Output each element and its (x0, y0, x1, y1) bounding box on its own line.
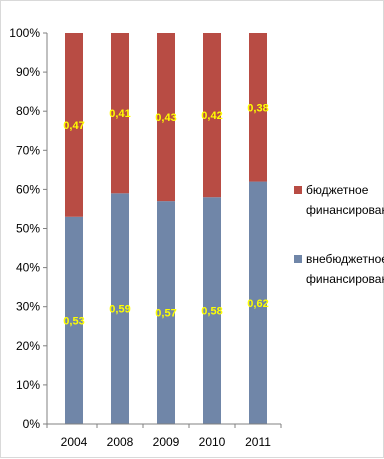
y-tick-label: 50% (16, 222, 40, 236)
bar-segment (157, 33, 175, 202)
y-tick-label: 60% (16, 182, 40, 196)
x-tick-label: 2004 (61, 435, 88, 449)
data-label: 0,57 (155, 308, 176, 320)
x-tick-label: 2010 (199, 435, 226, 449)
x-axis: 2004 2008 2009 2010 2011 (46, 423, 282, 449)
legend-label-line1: внебюджетное (306, 252, 384, 266)
legend: бюджетное финансирование внебюджетное финан… (294, 183, 384, 286)
y-tick-label: 30% (16, 300, 40, 314)
data-label: 0,59 (109, 304, 130, 316)
bar-segment (111, 33, 129, 194)
x-tick-label: 2008 (107, 435, 134, 449)
data-label: 0,58 (201, 306, 222, 318)
y-tick-label: 100% (9, 26, 40, 40)
data-label: 0,43 (155, 112, 176, 124)
data-label: 0,47 (63, 120, 84, 132)
bar-segment (249, 181, 267, 424)
legend-item: бюджетное финансирование (294, 183, 384, 217)
legend-label-line2: финансирование (306, 203, 384, 217)
legend-label-line1: бюджетное (306, 183, 369, 197)
y-tick-label: 90% (16, 65, 40, 79)
y-tick-label: 20% (16, 339, 40, 353)
x-tick-label: 2009 (153, 435, 180, 449)
bar-segment (249, 33, 267, 182)
legend-swatch (294, 255, 302, 263)
data-label: 0,41 (109, 108, 130, 120)
bars: 0,53 0,47 0,59 0,41 0,57 0,43 0,58 0,42 0,62 0,38 (63, 33, 269, 424)
y-tick-label: 70% (16, 143, 40, 157)
x-tick-label: 2011 (245, 435, 271, 449)
legend-label-line2: финансирование (306, 272, 384, 286)
bar-segment (203, 33, 221, 198)
y-tick-label: 40% (16, 261, 40, 275)
data-label: 0,62 (247, 298, 268, 310)
bar-segment (65, 33, 83, 217)
data-label: 0,53 (63, 315, 84, 327)
legend-item: внебюджетное финансирование (294, 252, 384, 286)
data-label: 0,42 (201, 110, 222, 122)
y-axis: 0% 10% 20% 30% 40% 50% 60% 70% 80% 90% 100% (9, 26, 48, 431)
bar-segment (111, 193, 129, 424)
bar-segment (65, 216, 83, 424)
legend-swatch (294, 186, 302, 194)
y-tick-label: 0% (23, 417, 41, 431)
y-tick-label: 10% (16, 378, 40, 392)
bar-segment (203, 197, 221, 424)
bar-segment (157, 201, 175, 424)
data-label: 0,38 (247, 102, 268, 114)
y-tick-label: 80% (16, 104, 40, 118)
